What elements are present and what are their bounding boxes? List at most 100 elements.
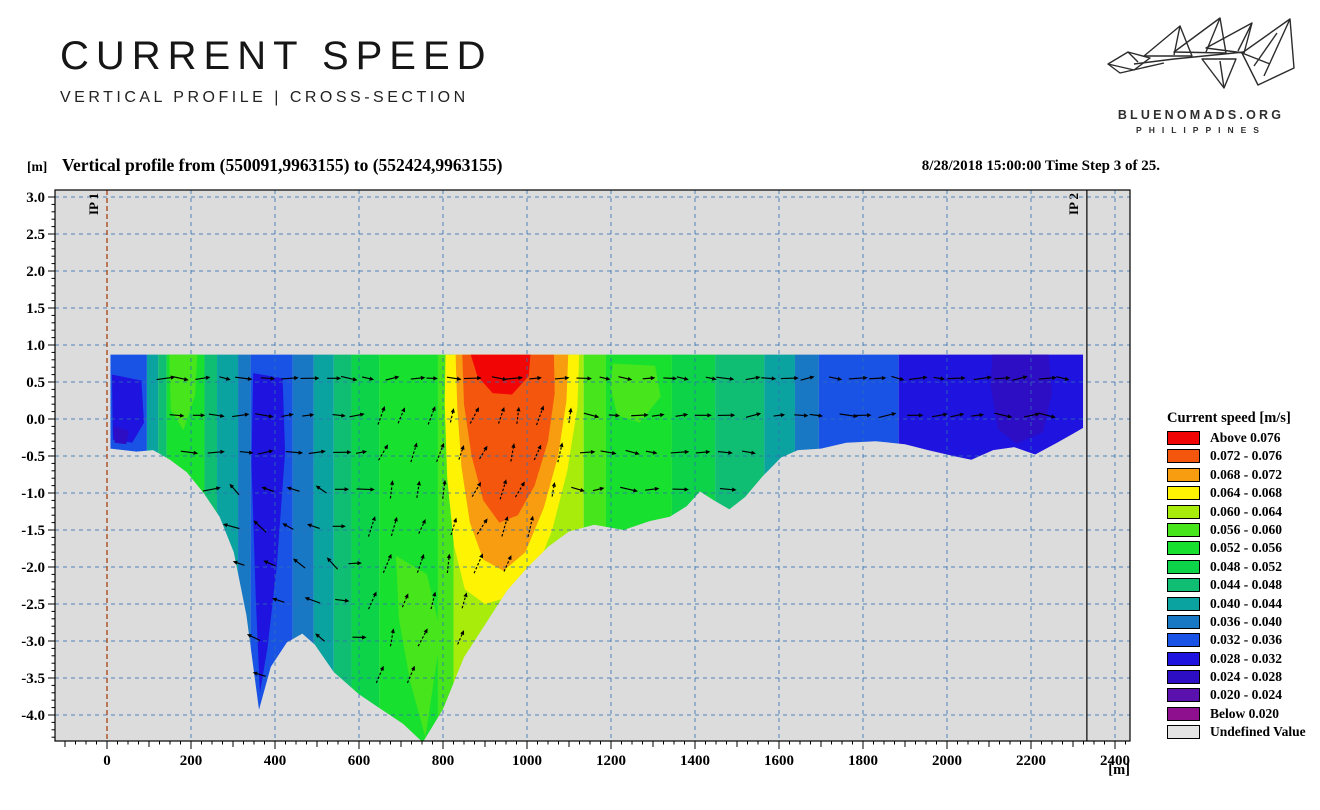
legend-row: 0.028 - 0.032 [1167,650,1319,666]
legend-row: 0.064 - 0.068 [1167,485,1319,501]
legend-swatch [1167,541,1200,556]
contour-feature-red-core [470,354,531,395]
legend-swatch [1167,559,1200,574]
legend-label: 0.064 - 0.068 [1210,485,1282,501]
speed-band [351,354,380,741]
legend-swatch [1167,706,1200,721]
logo: BLUENOMADS.ORG PHILIPPINES [1091,6,1311,135]
x-tick-label: 1000 [512,753,542,769]
x-tick-label: 200 [180,753,203,769]
report-header: CURRENT SPEED VERTICAL PROFILE | CROSS-S… [60,34,493,107]
legend-label: 0.036 - 0.040 [1210,613,1282,629]
contour-feature-violet-left-dot [113,426,129,445]
legend-row: 0.040 - 0.044 [1167,595,1319,611]
legend-swatch [1167,578,1200,593]
legend-swatch [1167,522,1200,537]
legend-row: 0.044 - 0.048 [1167,577,1319,593]
legend-label: 0.040 - 0.044 [1210,595,1282,611]
y-tick-label: 1.0 [26,338,45,354]
contour-feature-lightgreen-left-top [169,354,198,431]
legend-label: 0.060 - 0.064 [1210,503,1282,519]
legend-label: 0.024 - 0.028 [1210,669,1282,685]
y-tick-label: 3.0 [26,190,45,206]
legend-label: Above 0.076 [1210,430,1281,445]
y-tick-label: -0.5 [21,449,45,465]
contour-feature-lightgreen-deep [396,555,441,738]
y-tick-label: -3.0 [21,634,45,650]
x-tick-label: 1800 [848,753,878,769]
legend-swatch [1167,651,1200,666]
legend-swatch [1167,467,1200,482]
ip2-marker-label: IP 2 [1066,193,1081,216]
legend-label: 0.028 - 0.032 [1210,650,1282,666]
logo-org-text: BLUENOMADS.ORG [1117,108,1285,122]
y-axis-unit-label: [m] [27,159,48,174]
y-tick-label: -3.5 [21,671,45,687]
legend-label: 0.032 - 0.036 [1210,632,1282,648]
legend-label: 0.068 - 0.072 [1210,466,1282,482]
legend-row: Below 0.020 [1167,705,1319,721]
axis-ticks [48,196,1126,749]
legend-swatch [1167,633,1200,648]
legend-label: 0.072 - 0.076 [1210,448,1282,464]
x-tick-label: 0 [103,753,111,769]
legend-rows: Above 0.076 0.072 - 0.076 0.068 - 0.072 0.0… [1167,431,1319,740]
y-tick-label: -1.5 [21,523,45,539]
fish-logo-icon [1106,17,1295,89]
timestamp: 8/28/2018 15:00:00 Time Step 3 of 25. [921,158,1160,174]
legend-swatch [1167,486,1200,501]
y-tick-label: 2.5 [26,227,45,243]
logo-country-text: PHILIPPINES [1136,125,1266,135]
legend-row: 0.068 - 0.072 [1167,466,1319,482]
legend-label: Below 0.020 [1210,705,1279,721]
legend-row: 0.032 - 0.036 [1167,632,1319,648]
legend-label: 0.044 - 0.048 [1210,577,1282,593]
speed-band [313,354,334,741]
y-tick-label: 0.5 [26,375,45,391]
x-tick-label: 2400 [1100,753,1130,769]
page-title: CURRENT SPEED [60,34,493,78]
x-tick-label: 600 [348,753,371,769]
x-tick-label: 400 [264,753,287,769]
legend-label: 0.020 - 0.024 [1210,687,1282,703]
legend-row: 0.036 - 0.040 [1167,613,1319,629]
legend-row: 0.072 - 0.076 [1167,448,1319,464]
y-tick-label: -4.0 [21,708,45,724]
legend-swatch [1167,614,1200,629]
legend-row: 0.048 - 0.052 [1167,558,1319,574]
legend: Current speed [m/s] Above 0.076 0.072 - 0… [1167,410,1319,744]
y-tick-label: -1.0 [21,486,45,502]
legend-swatch [1167,670,1200,685]
x-axis-unit-label: [m] [1108,762,1130,778]
contour-feature-orangered-core [462,354,555,523]
legend-swatch [1167,449,1200,464]
y-tick-label: 1.5 [26,301,45,317]
page-subtitle: VERTICAL PROFILE | CROSS-SECTION [60,89,469,106]
legend-label: Undefined Value [1210,724,1306,740]
legend-label: 0.052 - 0.056 [1210,540,1282,556]
plot-frame [54,189,1131,742]
x-tick-label: 2200 [1016,753,1046,769]
legend-label: 0.048 - 0.052 [1210,558,1282,574]
legend-label: 0.056 - 0.060 [1210,521,1282,537]
legend-row: 0.020 - 0.024 [1167,687,1319,703]
contour-feature-darkblue-core-left [251,373,286,693]
ip1-marker-label: IP 1 [86,193,101,216]
legend-swatch [1167,504,1200,519]
legend-row: Undefined Value [1167,724,1319,740]
legend-row: 0.052 - 0.056 [1167,540,1319,556]
x-tick-label: 1400 [680,753,710,769]
legend-swatch [1167,431,1200,445]
y-tick-label: 2.0 [26,264,45,280]
x-tick-label: 1200 [596,753,626,769]
legend-row: Above 0.076 [1167,431,1319,445]
legend-row: 0.056 - 0.060 [1167,521,1319,537]
contour-feature-darkblue-left-edge [112,374,144,443]
y-tick-label: 0.0 [26,412,45,428]
y-tick-label: -2.5 [21,597,45,613]
contour-feature-violet-shelf-patch [990,354,1052,444]
current-vectors [156,375,1070,684]
legend-row: 0.024 - 0.028 [1167,669,1319,685]
